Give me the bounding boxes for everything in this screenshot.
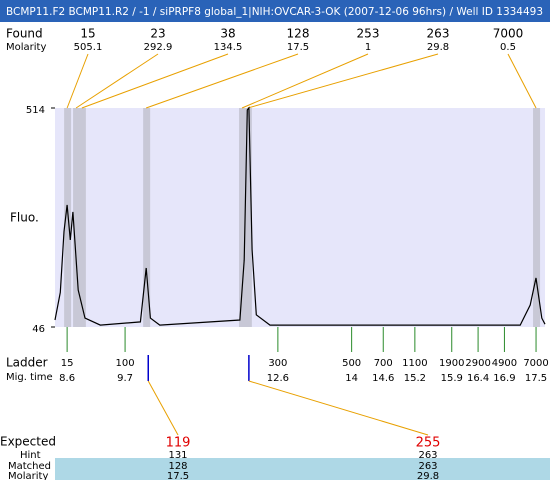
expected-size: 255 [416, 436, 441, 451]
expected-size: 119 [166, 436, 191, 451]
hint-label: Hint [20, 450, 41, 461]
expected-connector [248, 380, 429, 436]
mig-time-label: Mig. time [6, 372, 53, 383]
found-molarity: 134.5 [214, 42, 243, 53]
ladder-mig-time: 17.5 [525, 373, 547, 384]
molarity-expected-label: Molarity [8, 471, 48, 480]
peak-band [64, 108, 72, 327]
peak-connector [81, 53, 229, 109]
found-molarity: 505.1 [74, 42, 103, 53]
found-size: 23 [150, 27, 165, 41]
found-label: Found [6, 27, 43, 41]
ladder-size: 1100 [402, 358, 427, 369]
peak-connector [507, 53, 537, 109]
ladder-mig-time: 14.6 [372, 373, 394, 384]
ladder-size: 7000 [523, 358, 548, 369]
ladder-mig-time: 12.6 [267, 373, 289, 384]
y-tick-label: 514 [26, 105, 45, 116]
ladder-size: 700 [374, 358, 393, 369]
ladder-mig-time: 9.7 [117, 373, 133, 384]
ladder-size: 4900 [492, 358, 517, 369]
peak-connector [145, 53, 299, 109]
found-molarity: 17.5 [287, 42, 309, 53]
ladder-size: 2900 [465, 358, 490, 369]
trace [54, 106, 546, 326]
ladder-size: 15 [61, 358, 74, 369]
molarity-label: Molarity [6, 42, 46, 53]
ladder-mig-time: 15.2 [404, 373, 426, 384]
peak-band [244, 108, 252, 327]
found-molarity: 292.9 [144, 42, 173, 53]
found-size: 15 [80, 27, 95, 41]
found-molarity: 1 [365, 42, 371, 53]
header-title: BCMP11.F2 BCMP11.R2 / -1 / siPRPF8 globa… [6, 6, 543, 18]
peak-band [533, 108, 541, 327]
ladder-size: 100 [116, 358, 135, 369]
ladder-mig-time: 16.4 [467, 373, 489, 384]
matched-label: Matched [8, 461, 51, 472]
plot-area [55, 108, 545, 327]
peak-connector [247, 53, 439, 109]
ladder-mig-time: 8.6 [59, 373, 75, 384]
hint-value: 131 [168, 450, 187, 461]
matched-value: 263 [418, 461, 437, 472]
found-size: 253 [357, 27, 380, 41]
ladder-mig-time: 15.9 [441, 373, 463, 384]
found-molarity: 0.5 [500, 42, 516, 53]
peak-band [73, 108, 81, 327]
matched-band [55, 458, 550, 480]
ladder-mig-time: 16.9 [493, 373, 515, 384]
ladder-size: 500 [342, 358, 361, 369]
found-size: 7000 [493, 27, 524, 41]
y-tick-label: 46 [32, 324, 45, 335]
header-bar [0, 0, 550, 22]
hint-value: 263 [418, 450, 437, 461]
peak-band [143, 108, 151, 327]
ladder-label: Ladder [6, 356, 48, 370]
expected-connector [147, 380, 179, 436]
peak-connector [66, 53, 89, 109]
molarity-value: 17.5 [167, 471, 189, 480]
molarity-value: 29.8 [417, 471, 439, 480]
found-size: 263 [427, 27, 450, 41]
expected-label: Expected [0, 435, 56, 449]
ladder-size: 300 [268, 358, 287, 369]
ladder-size: 1900 [439, 358, 464, 369]
peak-band [78, 108, 86, 327]
peak-connector [241, 53, 369, 109]
peak-band [239, 108, 247, 327]
found-size: 38 [220, 27, 235, 41]
fluo-label: Fluo. [10, 211, 39, 225]
peak-connector [75, 53, 159, 109]
ladder-mig-time: 14 [345, 373, 358, 384]
matched-value: 128 [168, 461, 187, 472]
found-size: 128 [287, 27, 310, 41]
found-molarity: 29.8 [427, 42, 449, 53]
